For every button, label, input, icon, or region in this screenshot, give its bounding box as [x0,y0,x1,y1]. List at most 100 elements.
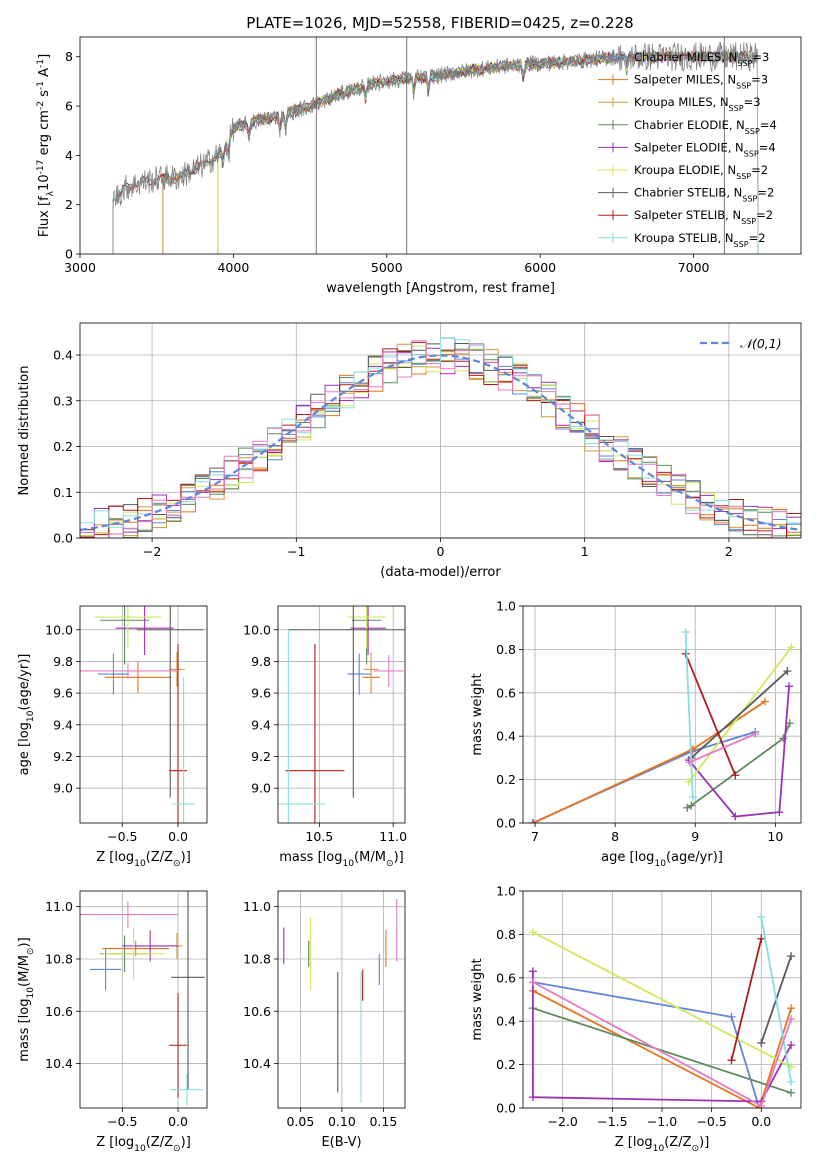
x-tick-label: 0.0 [168,829,188,844]
errorbar-kroupa-miles [169,651,185,687]
series-line [690,670,789,759]
y-axis-label: mass [log10(M/M⊙)] [17,937,36,1061]
errorbar-kroupa-elodie [94,606,162,649]
y-tick-label: 11.0 [243,899,271,914]
axes-frame [79,36,802,255]
series-pink [528,978,796,1108]
y-tick-label: 0.6 [496,685,516,700]
y-tick-label: 1.0 [496,599,516,614]
y-tick-label: 0.2 [496,772,516,787]
x-tick-label: 7 [531,829,539,844]
y-tick-label: 0.2 [53,439,73,454]
series-chabrier-miles [528,727,760,823]
y-tick-label: 6 [65,99,73,114]
series-kroupa-stelib [681,628,697,801]
y-axis-label: mass weight [470,673,485,755]
series-line [532,931,792,1068]
errorbar-chabrier-elodie [100,606,150,665]
grid [80,891,207,1108]
series-line [686,722,791,809]
y-tick-label: 0.6 [496,970,516,985]
series-chabrier-elodie [683,719,794,812]
axes-frame [522,890,802,1109]
series-salpeter-stelib [727,934,766,1065]
x-tick-label: 11.0 [379,829,407,844]
errorbar-pink [373,655,404,687]
x-tick-label: 1 [581,544,589,559]
mass-vs-ebv-panel: 0.05 0.10 0.15 10.4 10.6 10.8 11.0 E(B-V) [243,890,406,1150]
axes-ticks: −2.0 −1.5 −1.0 −0.5 0.0 0.0 0.2 0.4 0.6 0.8 1.0 [496,884,771,1130]
errorbar-pink [80,901,179,928]
y-tick-label: 10.6 [45,1004,73,1019]
x-axis-label: wavelength [Angstrom, rest frame] [326,281,555,296]
errorbar-chabrier-stelib [288,606,405,798]
errorbar-kroupa-miles [363,651,379,687]
x-tick-label: 8 [611,829,619,844]
errorbar-chabrier-miles [97,653,130,695]
axes-frame [522,605,802,824]
errorbar-kroupa-stelib [278,629,326,823]
y-tick-label: 9.6 [251,686,271,701]
axes-frame [79,322,802,539]
errorbar-salpeter-elodie [122,930,179,962]
axes-frame [277,605,406,824]
y-tick-label: 0.4 [496,729,516,744]
errorbar-chabrier-stelib [171,891,205,1090]
y-tick-label: 0.4 [496,1014,516,1029]
x-tick-label: 2 [725,544,733,559]
plot-area [80,606,204,823]
axes-ticks: 10.5 11.0 9.0 9.2 9.4 9.6 9.8 10.0 [243,622,407,844]
observed-spectrum [112,41,759,254]
axes-ticks: −0.5 0.0 10.4 10.6 10.8 11.0 [45,899,188,1129]
axes-frame [79,605,208,824]
errorbar-chabrier-stelib [136,606,204,798]
y-tick-label: 0.3 [53,393,73,408]
y-axis-label: age [log10(age/yr)] [17,654,36,776]
y-tick-label: 0.0 [496,816,516,831]
legend-label: Salpeter STELIB, NSSP=2 [634,208,773,226]
series-line [532,990,792,1108]
errorbar-salpeter-elodie [115,606,174,656]
axes-ticks: −2 −1 0 1 2 0.0 0.1 0.2 0.3 0.4 [53,348,733,559]
y-tick-label: 10.6 [243,1004,271,1019]
y-tick-label: 10.0 [45,622,73,637]
x-axis-label: E(B-V) [321,1135,361,1150]
mass-vs-metallicity-panel: −0.5 0.0 10.4 10.6 10.8 11.0 Z [log10(Z/Z⊙)] ma… [17,890,208,1154]
plot-area [278,606,405,823]
errorbar-salpeter-miles [104,661,172,694]
grid [80,606,207,823]
y-tick-label: 10.0 [243,622,271,637]
y-axis-label: Normed distribution [17,366,32,496]
x-tick-label: 3000 [64,260,96,275]
x-tick-label: 0.10 [328,1114,356,1129]
legend-label: Kroupa MILES, NSSP=3 [634,95,761,113]
errorbar-chabrier-miles [347,653,372,695]
x-axis-label: (data-model)/error [380,565,501,580]
legend: 𝒩(0,1) [700,336,782,351]
age-vs-mass-panel: 10.5 11.0 9.0 9.2 9.4 9.6 9.8 10.0 mass [log10(M… [243,605,407,869]
y-tick-label: 0.4 [53,348,73,363]
series-line [760,916,792,1083]
figure-title: PLATE=1026, MJD=52558, FIBERID=0425, z=0… [246,14,633,32]
y-tick-label: 0.0 [53,531,73,546]
x-axis-label: Z [log10(Z/Z⊙)] [96,1135,191,1154]
y-axis-label: Flux [fλ10-17 erg cm-2 s-1 A-1] [36,54,56,237]
y-tick-label: 0.8 [496,642,516,657]
series-pink [685,730,760,767]
series-line [684,631,694,798]
x-tick-label: 9 [691,829,699,844]
plot-area [80,891,205,1106]
series-salpeter-stelib [681,649,740,780]
x-tick-label: 6000 [524,260,556,275]
y-tick-label: 10.8 [45,951,73,966]
grid [278,891,405,1108]
y-tick-label: 4 [65,148,73,163]
plot-area [112,37,759,254]
plot-area [283,898,398,1103]
errorbar-salpeter-stelib [169,992,187,1098]
x-axis-label: Z [log10(Z/Z⊙)] [96,850,191,869]
x-tick-label: −0.5 [107,1114,137,1129]
x-tick-label: 7000 [678,260,710,275]
y-tick-label: 0.0 [496,1101,516,1116]
